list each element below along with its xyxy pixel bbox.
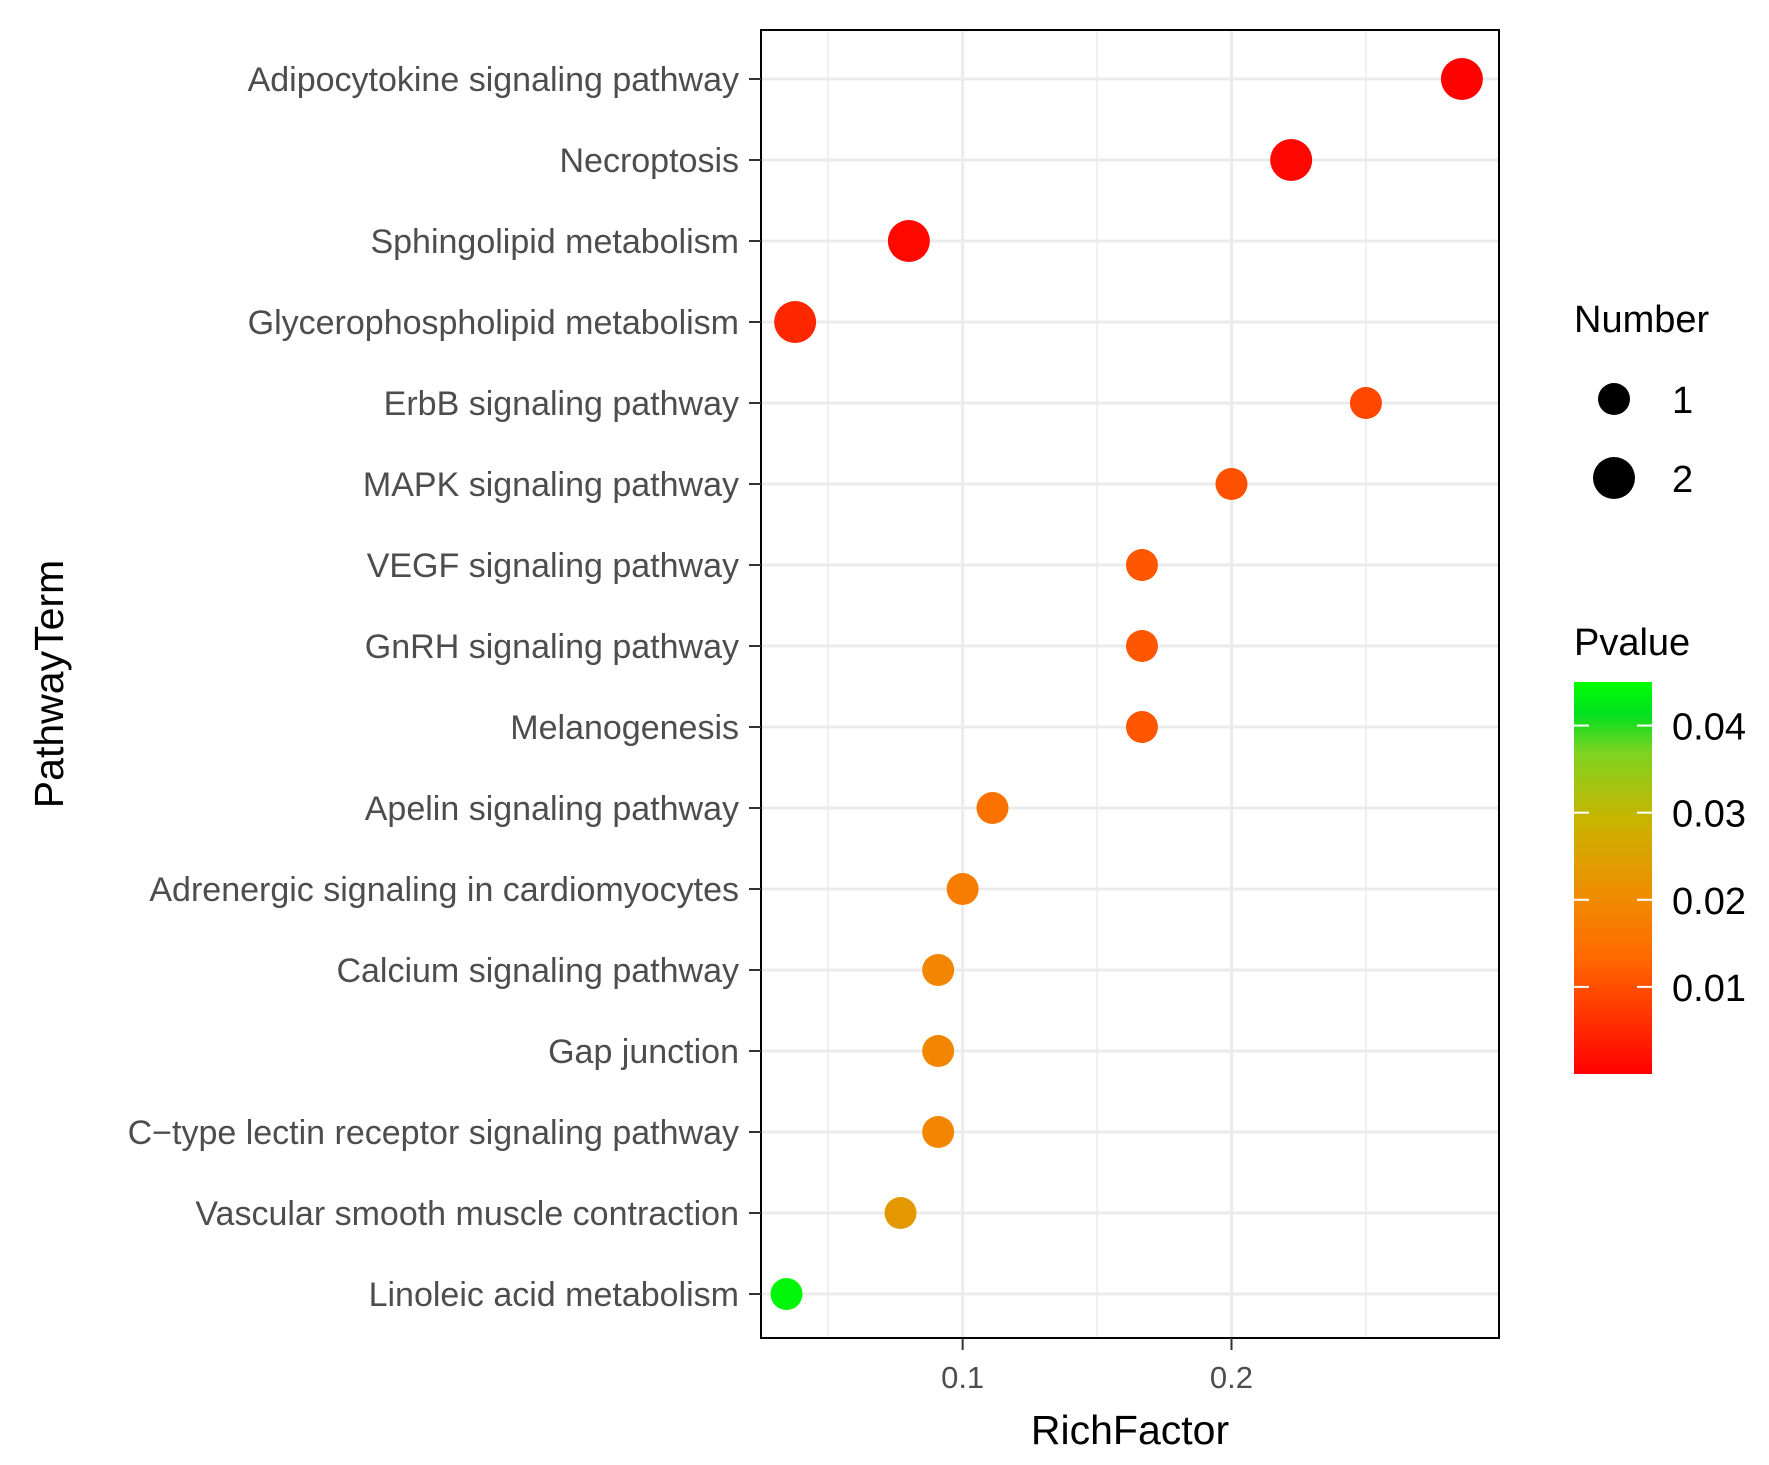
color-legend-label: 0.01 <box>1672 968 1746 1010</box>
data-point <box>946 873 979 905</box>
data-point <box>1270 139 1313 181</box>
data-point <box>774 301 817 343</box>
color-legend-label: 0.03 <box>1672 794 1746 836</box>
data-point <box>922 1035 955 1067</box>
y-tick-label: MAPK signaling pathway <box>363 466 739 504</box>
y-tick-label: Adrenergic signaling in cardiomyocytes <box>149 871 739 909</box>
y-tick-label: GnRH signaling pathway <box>365 628 739 666</box>
data-point <box>770 1278 803 1310</box>
y-tick-label: Sphingolipid metabolism <box>370 223 739 261</box>
y-tick-label: Gap junction <box>548 1033 739 1071</box>
data-point <box>1125 549 1158 581</box>
data-point <box>922 954 955 986</box>
data-point <box>1215 468 1248 500</box>
data-point <box>884 1197 917 1229</box>
y-tick-label: Linoleic acid metabolism <box>369 1276 739 1314</box>
x-tick-label: 0.2 <box>1210 1360 1253 1395</box>
data-points <box>770 58 1483 1310</box>
color-legend-title: Pvalue <box>1574 622 1690 664</box>
size-legend-key <box>1593 457 1635 499</box>
x-axis-title: RichFactor <box>1031 1407 1229 1453</box>
plot-panel-border <box>760 29 1500 1339</box>
size-legend-label: 2 <box>1672 459 1693 501</box>
size-legend-label: 1 <box>1672 380 1693 422</box>
x-axis-labels: 0.1 0.2 <box>941 1360 1253 1395</box>
y-tick-label: Necroptosis <box>559 142 739 180</box>
y-axis-title: PathwayTerm <box>26 560 72 808</box>
color-legend: Pvalue 0.01 0.02 0.03 0.04 <box>1574 622 1746 1074</box>
color-legend-label: 0.04 <box>1672 707 1746 749</box>
color-legend-label: 0.02 <box>1672 881 1746 923</box>
size-legend: Number 1 2 <box>1574 299 1709 501</box>
x-axis-ticks <box>961 1338 1233 1350</box>
data-point <box>1440 58 1483 100</box>
plot-panel <box>761 30 1499 1338</box>
y-tick-label: Apelin signaling pathway <box>365 790 739 828</box>
y-tick-label: Vascular smooth muscle contraction <box>195 1195 739 1233</box>
y-tick-label: VEGF signaling pathway <box>367 547 739 585</box>
size-legend-title: Number <box>1574 299 1709 341</box>
data-point <box>976 792 1009 824</box>
y-tick-label: C−type lectin receptor signaling pathway <box>128 1114 739 1152</box>
data-point <box>1349 387 1382 419</box>
y-tick-label: Adipocytokine signaling pathway <box>248 61 739 99</box>
y-tick-label: Glycerophospholipid metabolism <box>248 304 739 342</box>
y-axis-labels: Adipocytokine signaling pathway Necroptos… <box>128 61 739 1314</box>
data-point <box>922 1116 955 1148</box>
y-tick-label: Melanogenesis <box>510 709 739 747</box>
y-tick-label: ErbB signaling pathway <box>384 385 739 423</box>
y-axis-ticks <box>749 78 761 1295</box>
x-tick-label: 0.1 <box>941 1360 984 1395</box>
size-legend-key <box>1598 383 1630 415</box>
data-point <box>1125 630 1158 662</box>
data-point <box>887 220 930 262</box>
data-point <box>1125 711 1158 743</box>
color-bar <box>1574 682 1652 1074</box>
y-tick-label: Calcium signaling pathway <box>336 952 739 990</box>
grid-minor-lines <box>827 30 1367 1338</box>
